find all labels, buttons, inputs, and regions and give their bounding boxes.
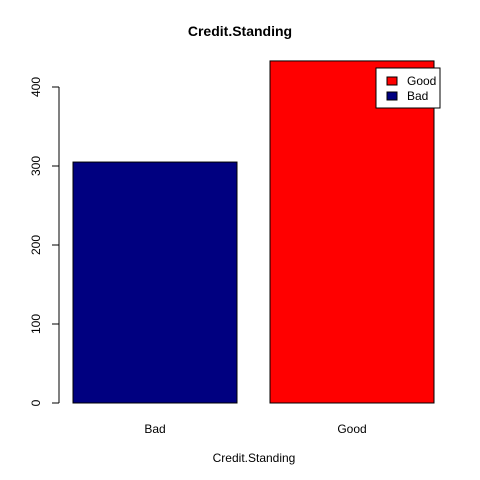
y-axis: 0 100 200 300 400 xyxy=(29,77,60,406)
legend-swatch-bad xyxy=(386,91,398,101)
y-tick-label: 100 xyxy=(29,314,43,334)
legend-label-bad: Bad xyxy=(407,89,428,103)
x-tick-labels: Bad Good xyxy=(144,422,366,436)
bars-layer xyxy=(72,60,435,404)
x-tick-label: Good xyxy=(337,422,366,436)
y-tick-label: 0 xyxy=(29,399,43,406)
y-tick-label: 300 xyxy=(29,156,43,176)
y-tick-label: 200 xyxy=(29,235,43,255)
x-axis-label: Credit.Standing xyxy=(213,451,296,465)
legend-box xyxy=(375,67,441,109)
y-tick-label: 400 xyxy=(29,77,43,97)
legend-label-good: Good xyxy=(407,74,436,88)
bar-good xyxy=(269,60,435,404)
bar-bad xyxy=(72,161,238,404)
legend-swatch-good xyxy=(386,76,398,86)
x-tick-label: Bad xyxy=(144,422,165,436)
chart-title: Credit.Standing xyxy=(188,23,292,39)
